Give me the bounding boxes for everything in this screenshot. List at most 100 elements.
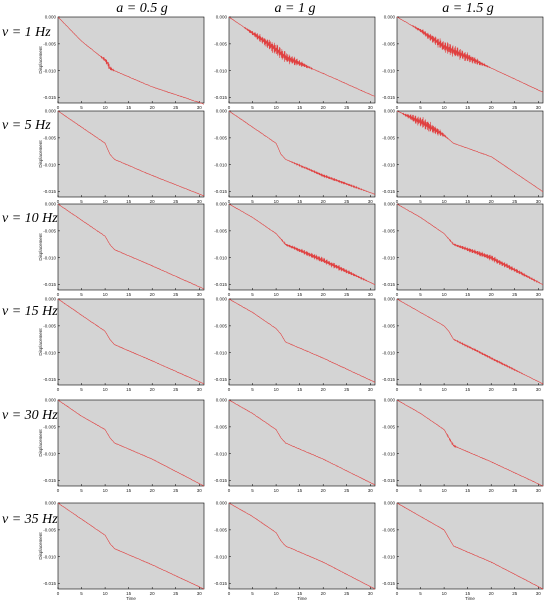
y-tick-label-r3c1: -0.015 xyxy=(214,377,227,382)
y-tick-label-r4c0: -0.015 xyxy=(43,478,56,483)
x-tick-label-r5c2: 15 xyxy=(465,591,471,596)
y-tick-label-r3c2: 0.000 xyxy=(384,297,396,302)
series-line-r1c1 xyxy=(228,110,376,195)
x-tick-label-r1c2: 10 xyxy=(442,199,448,204)
x-tick-label-r1c0: 30 xyxy=(197,199,203,204)
x-tick-label-r1c1: 30 xyxy=(368,199,374,204)
x-tick-label-r0c1: 5 xyxy=(251,105,254,110)
x-tick-label-r1c2: 30 xyxy=(536,199,542,204)
y-axis-label-r1c0: Displacement xyxy=(38,140,43,168)
x-tick-label-r0c0: 20 xyxy=(150,105,156,110)
y-tick-label-r5c1: -0.005 xyxy=(214,527,227,532)
x-tick-label-r0c1: 25 xyxy=(344,105,350,110)
y-axis-label-r5c0: Displacement xyxy=(38,532,43,560)
x-tick-label-r0c2: 25 xyxy=(512,105,518,110)
x-tick-label-r1c2: 0 xyxy=(396,199,399,204)
panel-frame-r1c0 xyxy=(57,110,205,198)
x-tick-label-r2c2: 10 xyxy=(442,292,448,297)
panel-frame-r4c0 xyxy=(57,399,205,487)
y-axis-label-r0c0: Displacement xyxy=(38,46,43,74)
x-tick-label-r5c0: 30 xyxy=(197,591,203,596)
y-tick-label-r1c2: 0.000 xyxy=(384,109,396,114)
y-tick-label-r5c1: 0.000 xyxy=(216,501,228,506)
y-tick-label-r3c0: -0.010 xyxy=(43,350,56,355)
x-tick-label-r4c2: 20 xyxy=(489,488,495,493)
row-header-v-10hz: v = 10 Hz xyxy=(2,211,58,226)
series-line-r5c0 xyxy=(57,502,205,590)
x-tick-label-r5c2: 25 xyxy=(512,591,518,596)
x-tick-label-r3c1: 0 xyxy=(228,387,231,392)
x-tick-label-r4c2: 10 xyxy=(442,488,448,493)
y-tick-label-r0c2: 0.000 xyxy=(384,15,396,20)
x-tick-label-r1c0: 5 xyxy=(80,199,83,204)
x-tick-label-r0c0: 10 xyxy=(103,105,109,110)
series-line-r3c1 xyxy=(228,298,376,383)
x-tick-label-r0c1: 0 xyxy=(228,105,231,110)
x-tick-label-r4c1: 20 xyxy=(321,488,327,493)
y-axis-label-r2c0: Displacement xyxy=(38,233,43,261)
y-tick-label-r2c2: -0.010 xyxy=(382,255,395,260)
y-tick-label-r4c2: -0.010 xyxy=(382,451,395,456)
x-tick-label-r3c2: 5 xyxy=(419,387,422,392)
x-tick-label-r0c0: 30 xyxy=(197,105,203,110)
x-tick-label-r0c2: 0 xyxy=(396,105,399,110)
row-header-v-30hz: v = 30 Hz xyxy=(2,408,58,423)
y-tick-label-r3c2: -0.015 xyxy=(382,377,395,382)
series-line-r0c1 xyxy=(228,16,376,97)
y-tick-label-r2c0: -0.010 xyxy=(43,255,56,260)
x-axis-label-r5c1: Time xyxy=(297,596,307,601)
series-line-r4c1 xyxy=(228,399,376,486)
series-line-r0c2 xyxy=(396,16,544,93)
x-tick-label-r2c1: 20 xyxy=(321,292,327,297)
x-tick-label-r4c2: 25 xyxy=(512,488,518,493)
y-tick-label-r0c2: -0.010 xyxy=(382,68,395,73)
x-tick-label-r5c1: 20 xyxy=(321,591,327,596)
y-tick-label-r0c2: -0.005 xyxy=(382,41,395,46)
x-tick-label-r4c2: 5 xyxy=(419,488,422,493)
x-tick-label-r1c0: 10 xyxy=(103,199,109,204)
panel-frame-r1c2 xyxy=(396,110,544,198)
x-tick-label-r3c2: 10 xyxy=(442,387,448,392)
x-tick-label-r0c0: 15 xyxy=(126,105,132,110)
y-tick-label-r4c2: -0.015 xyxy=(382,478,395,483)
x-tick-label-r4c1: 15 xyxy=(297,488,303,493)
x-tick-label-r3c1: 20 xyxy=(321,387,327,392)
y-tick-label-r3c0: -0.005 xyxy=(43,323,56,328)
y-tick-label-r5c2: -0.010 xyxy=(382,554,395,559)
panel-frame-r0c1 xyxy=(228,16,376,104)
x-tick-label-r5c1: 5 xyxy=(251,591,254,596)
y-tick-label-r1c2: -0.010 xyxy=(382,162,395,167)
x-axis-label-r5c0: Time xyxy=(126,596,136,601)
x-tick-label-r4c2: 0 xyxy=(396,488,399,493)
y-tick-label-r5c2: -0.015 xyxy=(382,581,395,586)
x-tick-label-r5c1: 0 xyxy=(228,591,231,596)
y-tick-label-r0c0: -0.005 xyxy=(43,41,56,46)
series-line-r5c1 xyxy=(228,502,376,590)
x-tick-label-r3c1: 30 xyxy=(368,387,374,392)
series-line-r2c0 xyxy=(57,203,205,290)
x-tick-label-r3c2: 30 xyxy=(536,387,542,392)
x-tick-label-r4c2: 15 xyxy=(465,488,471,493)
x-tick-label-r1c2: 20 xyxy=(489,199,495,204)
x-tick-label-r5c2: 10 xyxy=(442,591,448,596)
y-tick-label-r2c1: -0.005 xyxy=(214,228,227,233)
x-tick-label-r3c2: 25 xyxy=(512,387,518,392)
x-tick-label-r5c1: 25 xyxy=(344,591,350,596)
y-tick-label-r4c1: -0.015 xyxy=(214,478,227,483)
x-tick-label-r0c1: 15 xyxy=(297,105,303,110)
x-tick-label-r3c2: 15 xyxy=(465,387,471,392)
y-tick-label-r4c1: -0.005 xyxy=(214,424,227,429)
x-tick-label-r0c2: 20 xyxy=(489,105,495,110)
x-tick-label-r2c2: 0 xyxy=(396,292,399,297)
x-tick-label-r4c1: 30 xyxy=(368,488,374,493)
series-line-r1c0 xyxy=(57,110,205,197)
series-line-r2c1 xyxy=(228,203,376,285)
y-tick-label-r5c2: -0.005 xyxy=(382,527,395,532)
x-tick-label-r1c2: 15 xyxy=(465,199,471,204)
x-tick-label-r0c1: 10 xyxy=(274,105,280,110)
x-tick-label-r4c0: 20 xyxy=(150,488,156,493)
y-tick-label-r0c0: 0.000 xyxy=(45,15,57,20)
y-tick-label-r5c2: 0.000 xyxy=(384,501,396,506)
y-tick-label-r3c1: -0.010 xyxy=(214,350,227,355)
panel-frame-r3c0 xyxy=(57,298,205,386)
